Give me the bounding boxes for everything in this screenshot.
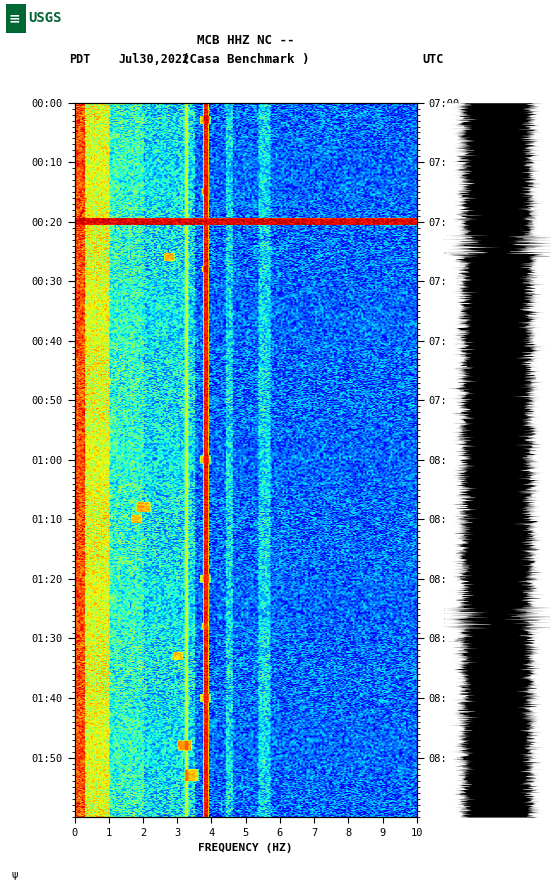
- Text: (Casa Benchmark ): (Casa Benchmark ): [182, 54, 309, 66]
- Text: ≡: ≡: [8, 12, 20, 25]
- Text: ψ: ψ: [11, 870, 18, 880]
- Text: Jul30,2022: Jul30,2022: [119, 54, 190, 66]
- Text: PDT: PDT: [69, 54, 91, 66]
- Text: USGS: USGS: [29, 12, 62, 25]
- Text: UTC: UTC: [422, 54, 444, 66]
- Bar: [6, 4, 26, 33]
- X-axis label: FREQUENCY (HZ): FREQUENCY (HZ): [198, 843, 293, 853]
- Text: MCB HHZ NC --: MCB HHZ NC --: [197, 34, 294, 46]
